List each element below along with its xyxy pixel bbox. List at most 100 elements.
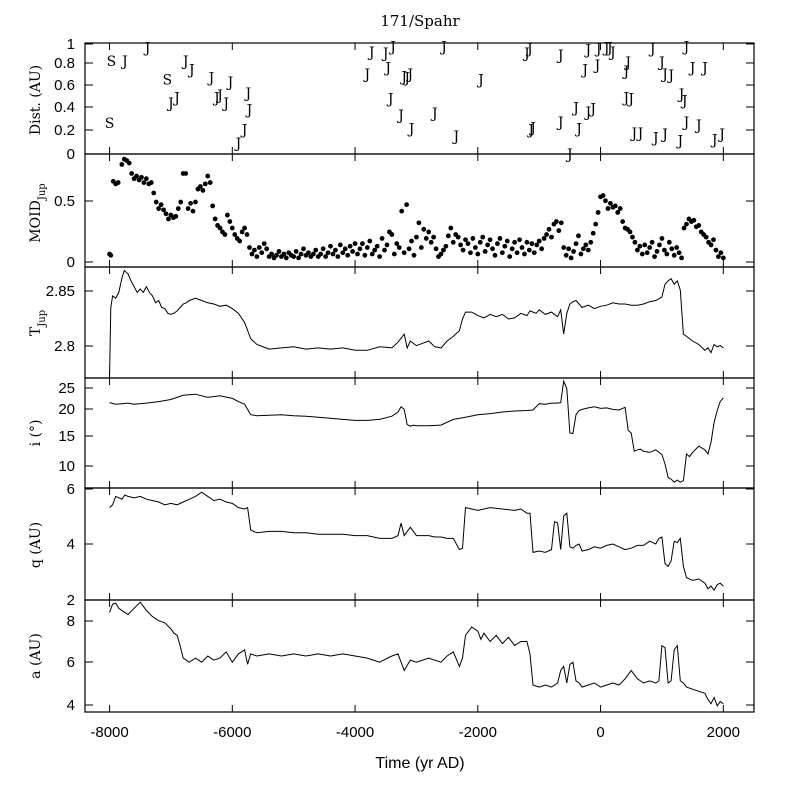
- moid-point: [590, 230, 596, 236]
- encounter-marker: J: [565, 147, 573, 163]
- moid-point: [269, 251, 274, 257]
- encounter-marker: J: [594, 42, 602, 58]
- x-tick-label: 2000: [707, 724, 740, 741]
- encounter-marker: J: [666, 68, 674, 84]
- y-tick-label: 0: [67, 254, 75, 271]
- y-tick-label: 2.85: [46, 283, 75, 300]
- encounter-marker: J: [143, 40, 151, 56]
- moid-point: [620, 219, 626, 224]
- y-tick-label: 0.4: [54, 99, 75, 116]
- encounter-marker: J: [381, 46, 389, 62]
- moid-point: [495, 241, 500, 247]
- moid-point: [421, 226, 427, 232]
- encounter-marker: J: [622, 64, 630, 80]
- y-axis-label-inc: i (°): [28, 420, 44, 447]
- moid-point: [264, 246, 270, 252]
- y-tick-label: 4: [67, 536, 75, 553]
- moid-point: [497, 236, 503, 241]
- encounter-marker: J: [181, 54, 189, 70]
- moid-point: [178, 199, 184, 205]
- moid-point: [237, 238, 243, 244]
- moid-point: [374, 243, 380, 249]
- encounter-marker: J: [402, 70, 410, 86]
- encounter-marker: J: [215, 88, 223, 104]
- encounter-marker: J: [717, 127, 725, 143]
- moid-point: [401, 250, 407, 256]
- moid-point: [274, 252, 279, 258]
- moid-point: [423, 236, 429, 241]
- encounter-marker: J: [363, 67, 371, 83]
- encounter-marker: J: [602, 40, 610, 56]
- x-tick-label: -2000: [459, 724, 497, 741]
- moid-point: [583, 242, 589, 248]
- moid-point: [573, 241, 579, 247]
- moid-point: [244, 232, 250, 237]
- encounter-marker: J: [405, 67, 413, 83]
- encounter-marker: J: [574, 121, 582, 137]
- moid-point: [588, 239, 594, 245]
- moid-point: [468, 250, 473, 256]
- y-tick-label: 2: [67, 592, 75, 609]
- moid-point: [615, 210, 621, 215]
- moid-point: [561, 245, 567, 250]
- moid-point: [298, 251, 304, 257]
- moid-point: [357, 246, 363, 252]
- moid-point: [647, 245, 653, 250]
- panel-frame: [84, 153, 755, 268]
- moid-point: [345, 252, 351, 258]
- encounter-marker: J: [648, 42, 656, 58]
- moid-point: [249, 251, 255, 257]
- encounter-marker: J: [439, 39, 447, 55]
- encounter-marker: J: [525, 42, 533, 58]
- moid-point: [512, 239, 518, 245]
- moid-point: [254, 254, 260, 260]
- encounter-marker: J: [407, 121, 415, 137]
- encounter-marker: J: [680, 94, 688, 110]
- encounter-marker: J: [396, 108, 404, 124]
- moid-point: [418, 245, 424, 250]
- y-tick-label: 2.8: [54, 338, 75, 355]
- moid-point: [175, 206, 181, 211]
- moid-point: [708, 242, 714, 248]
- moid-point: [455, 234, 461, 240]
- encounter-marker: J: [657, 55, 665, 71]
- moid-point: [239, 229, 245, 235]
- moid-point: [330, 251, 336, 257]
- moid-point: [193, 199, 198, 205]
- moid-point: [475, 251, 481, 257]
- moid-point: [666, 239, 672, 245]
- moid-point: [318, 251, 324, 257]
- moid-point: [519, 245, 525, 250]
- series-line-tjup: [109, 269, 724, 375]
- moid-point: [576, 233, 581, 239]
- moid-point: [222, 232, 228, 237]
- encounter-marker: J: [682, 115, 690, 131]
- moid-point: [627, 229, 633, 235]
- moid-point: [134, 173, 139, 179]
- panel-a: 8 6 4 a (AU): [28, 599, 755, 714]
- moid-point: [261, 241, 267, 247]
- encounter-marker: J: [367, 45, 375, 61]
- moid-point: [509, 246, 515, 252]
- x-tick-label: -8000: [90, 724, 128, 741]
- moid-point: [247, 245, 252, 250]
- moid-point: [541, 236, 547, 241]
- moid-point: [323, 254, 328, 260]
- panel-tjup: 2.85 2.8 TJup: [28, 266, 755, 379]
- moid-point: [612, 203, 618, 209]
- moid-point: [382, 247, 387, 253]
- y-tick-label: 0.6: [54, 77, 75, 94]
- y-tick-label: 4: [67, 697, 75, 714]
- y-tick-label: 6: [67, 654, 75, 671]
- panel-inc: 25 20 15 10 i (°): [28, 377, 755, 489]
- moid-point: [571, 249, 576, 254]
- y-tick-label: 0.2: [54, 122, 75, 139]
- moid-point: [283, 255, 289, 261]
- moid-point: [391, 251, 397, 257]
- panel-frame: [84, 487, 755, 601]
- y-axis-label-text: i (°): [28, 420, 44, 447]
- moid-point: [480, 234, 486, 240]
- moid-point: [507, 254, 513, 260]
- encounter-marker: J: [626, 92, 634, 108]
